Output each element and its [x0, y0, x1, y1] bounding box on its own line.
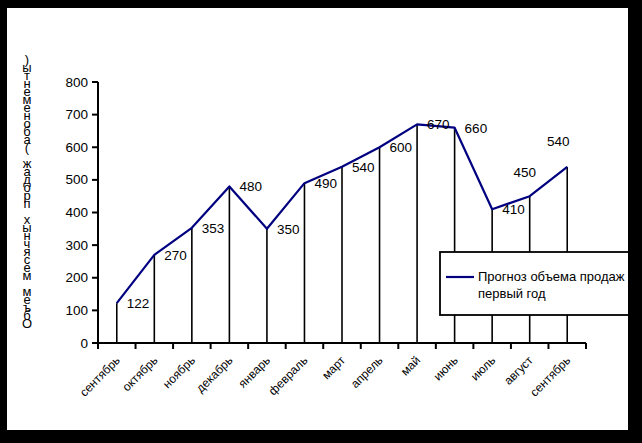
data-label: 600	[390, 140, 413, 155]
y-axis-title-char: п	[23, 196, 30, 211]
y-tick-label: 200	[65, 270, 88, 285]
frame-left	[0, 0, 7, 443]
y-tick-label: 600	[65, 140, 88, 155]
data-label: 122	[127, 296, 150, 311]
data-label: 350	[277, 222, 300, 237]
y-tick-label: 800	[65, 75, 88, 90]
y-axis-title-char: (	[25, 140, 30, 155]
frame-bottom	[0, 430, 642, 443]
data-label: 660	[465, 121, 488, 136]
frame-right	[628, 0, 642, 443]
sales-forecast-line-chart: 0100200300400500600700800сентябрьоктябрь…	[0, 0, 642, 443]
figure-frame: 0100200300400500600700800сентябрьоктябрь…	[0, 0, 642, 443]
y-tick-label: 500	[65, 172, 88, 187]
data-label: 540	[547, 134, 570, 149]
y-tick-label: 300	[65, 238, 88, 253]
data-label: 450	[513, 165, 536, 180]
legend-label: первый год	[478, 286, 546, 301]
data-label: 270	[164, 248, 187, 263]
y-axis-title-char: О	[22, 316, 32, 331]
legend-label: Прогноз объема продаж за	[478, 269, 642, 284]
frame-top	[0, 0, 642, 8]
data-label: 540	[352, 160, 375, 175]
y-tick-label: 400	[65, 205, 88, 220]
data-label: 480	[239, 179, 262, 194]
data-label: 670	[427, 117, 450, 132]
data-label: 353	[202, 221, 225, 236]
data-label: 490	[314, 176, 337, 191]
y-tick-label: 700	[65, 107, 88, 122]
y-tick-label: 100	[65, 303, 88, 318]
y-tick-label: 0	[80, 336, 88, 351]
y-axis-title-char: м	[23, 268, 32, 283]
data-label: 410	[502, 202, 525, 217]
